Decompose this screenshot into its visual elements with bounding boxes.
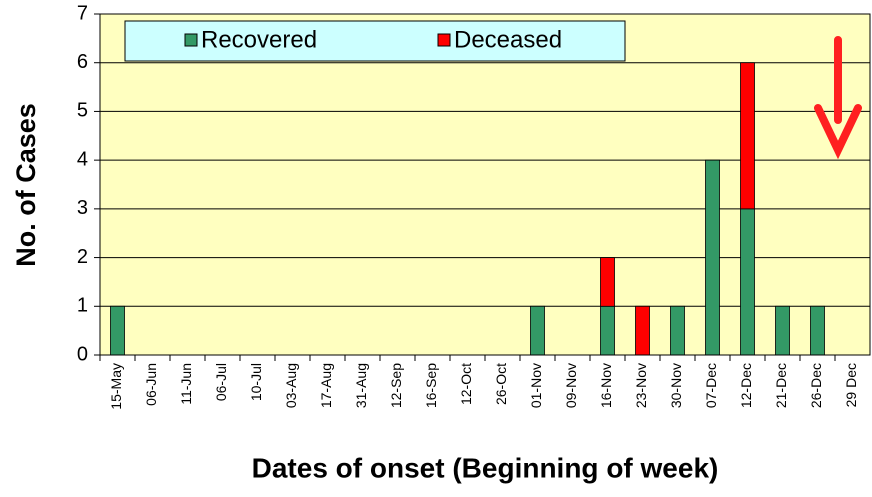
x-tick-label: 09-Nov: [563, 363, 579, 408]
x-tick-label: 12-Oct: [458, 363, 474, 405]
x-axis-label: Dates of onset (Beginning of week): [252, 452, 719, 483]
x-tick-label: 03-Aug: [283, 363, 299, 408]
x-tick-label: 16-Sep: [423, 363, 439, 408]
y-tick-label: 3: [77, 197, 88, 219]
legend-swatch: [185, 34, 197, 46]
x-tick-label: 26-Oct: [493, 363, 509, 405]
x-tick-label: 07-Dec: [703, 363, 719, 408]
bar: [601, 306, 615, 355]
x-tick-label: 15-May: [108, 363, 124, 410]
y-axis-label: No. of Cases: [11, 103, 41, 267]
x-tick-label: 30-Nov: [668, 363, 684, 408]
x-tick-label: 06-Jun: [143, 363, 159, 406]
x-tick-label: 31-Aug: [353, 363, 369, 408]
bar: [111, 306, 125, 355]
x-tick-label: 21-Dec: [773, 363, 789, 408]
bar: [601, 258, 615, 307]
bar: [636, 306, 650, 355]
bar: [741, 209, 755, 355]
x-tick-label: 23-Nov: [633, 363, 649, 408]
y-tick-label: 1: [77, 295, 88, 317]
legend-label: Deceased: [454, 26, 562, 53]
legend-swatch: [438, 34, 450, 46]
x-tick-label: 01-Nov: [528, 363, 544, 408]
bar: [741, 63, 755, 209]
bar: [531, 306, 545, 355]
bar: [671, 306, 685, 355]
bar: [811, 306, 825, 355]
x-tick-label: 16-Nov: [598, 363, 614, 408]
y-tick-label: 7: [77, 2, 88, 24]
x-tick-label: 12-Dec: [738, 363, 754, 408]
x-tick-label: 06-Jul: [213, 363, 229, 401]
x-tick-label: 29 Dec: [843, 363, 859, 407]
x-tick-label: 11-Jun: [178, 363, 194, 405]
x-tick-label: 26-Dec: [808, 363, 824, 408]
x-tick-label: 17-Aug: [318, 363, 334, 408]
y-tick-label: 4: [77, 148, 88, 170]
bar: [706, 160, 720, 355]
x-tick-label: 12-Sep: [388, 363, 404, 408]
y-tick-label: 5: [77, 100, 88, 122]
bar: [776, 306, 790, 355]
x-tick-label: 10-Jul: [248, 363, 264, 401]
chart: Recovered Deceased No. of Cases Dates of …: [0, 0, 872, 497]
y-tick-label: 6: [77, 51, 88, 73]
y-tick-label: 2: [77, 246, 88, 268]
legend-label: Recovered: [201, 26, 317, 53]
y-tick-label: 0: [77, 343, 88, 365]
